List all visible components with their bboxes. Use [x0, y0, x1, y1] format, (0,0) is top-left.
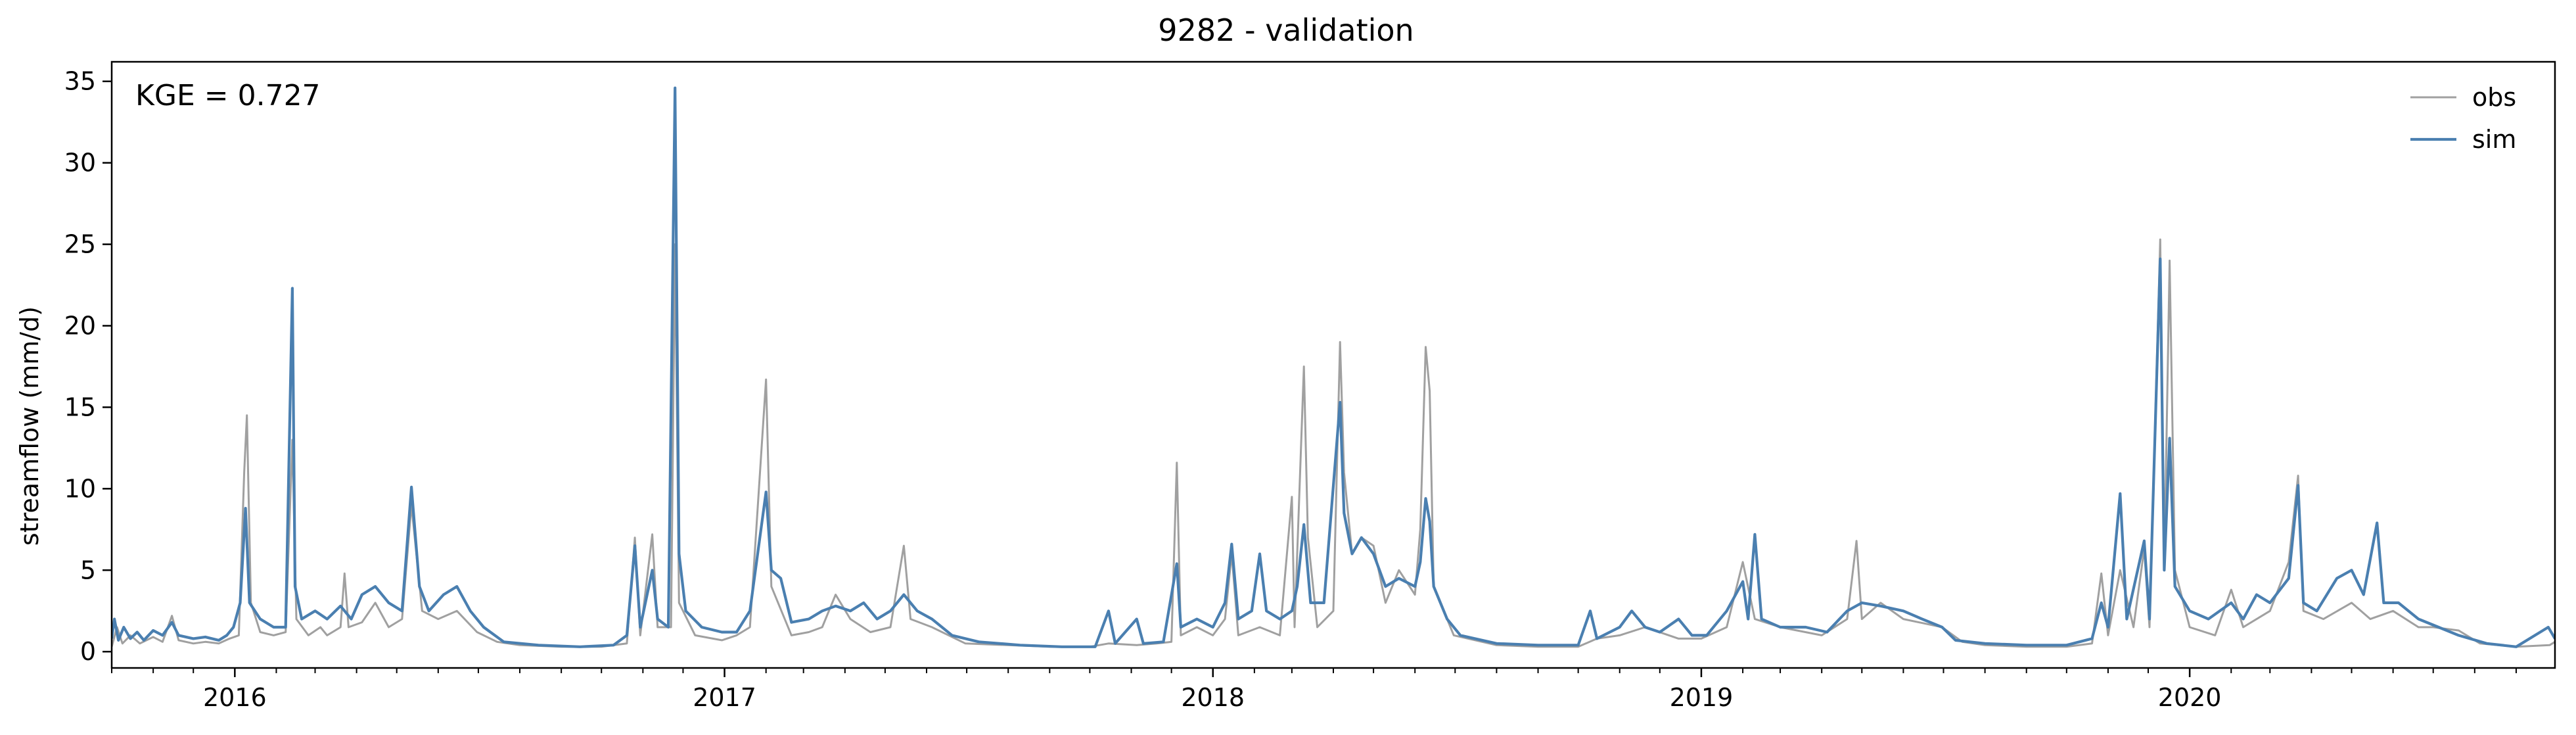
kge-annotation: KGE = 0.727 [135, 79, 321, 112]
x-tick-label: 2017 [693, 683, 756, 712]
legend-label-sim: sim [2472, 125, 2516, 154]
legend-label-obs: obs [2472, 83, 2516, 112]
x-tick-label: 2016 [203, 683, 267, 712]
y-tick-label: 30 [64, 149, 96, 178]
y-axis: 0 5 10 15 20 25 30 35 [64, 67, 112, 666]
y-tick-label: 10 [64, 474, 96, 503]
legend: obs sim [2410, 83, 2516, 154]
x-axis: 2016 2017 2018 2019 2020 [111, 668, 2517, 712]
y-tick-label: 5 [80, 556, 96, 584]
y-tick-label: 0 [80, 637, 96, 666]
series-layer [112, 86, 2555, 648]
y-tick-label: 35 [64, 67, 96, 96]
series-line-sim [112, 86, 2555, 648]
y-tick-label: 15 [64, 392, 96, 421]
x-tick-label: 2020 [2158, 683, 2222, 712]
chart-title: 9282 - validation [1158, 12, 1414, 48]
y-tick-label: 20 [64, 312, 96, 341]
series-line-obs [112, 238, 2555, 648]
x-tick-label: 2018 [1181, 683, 1245, 712]
y-axis-label: streamflow (mm/d) [15, 306, 44, 546]
x-tick-label: 2019 [1670, 683, 1734, 712]
y-tick-label: 25 [64, 230, 96, 259]
